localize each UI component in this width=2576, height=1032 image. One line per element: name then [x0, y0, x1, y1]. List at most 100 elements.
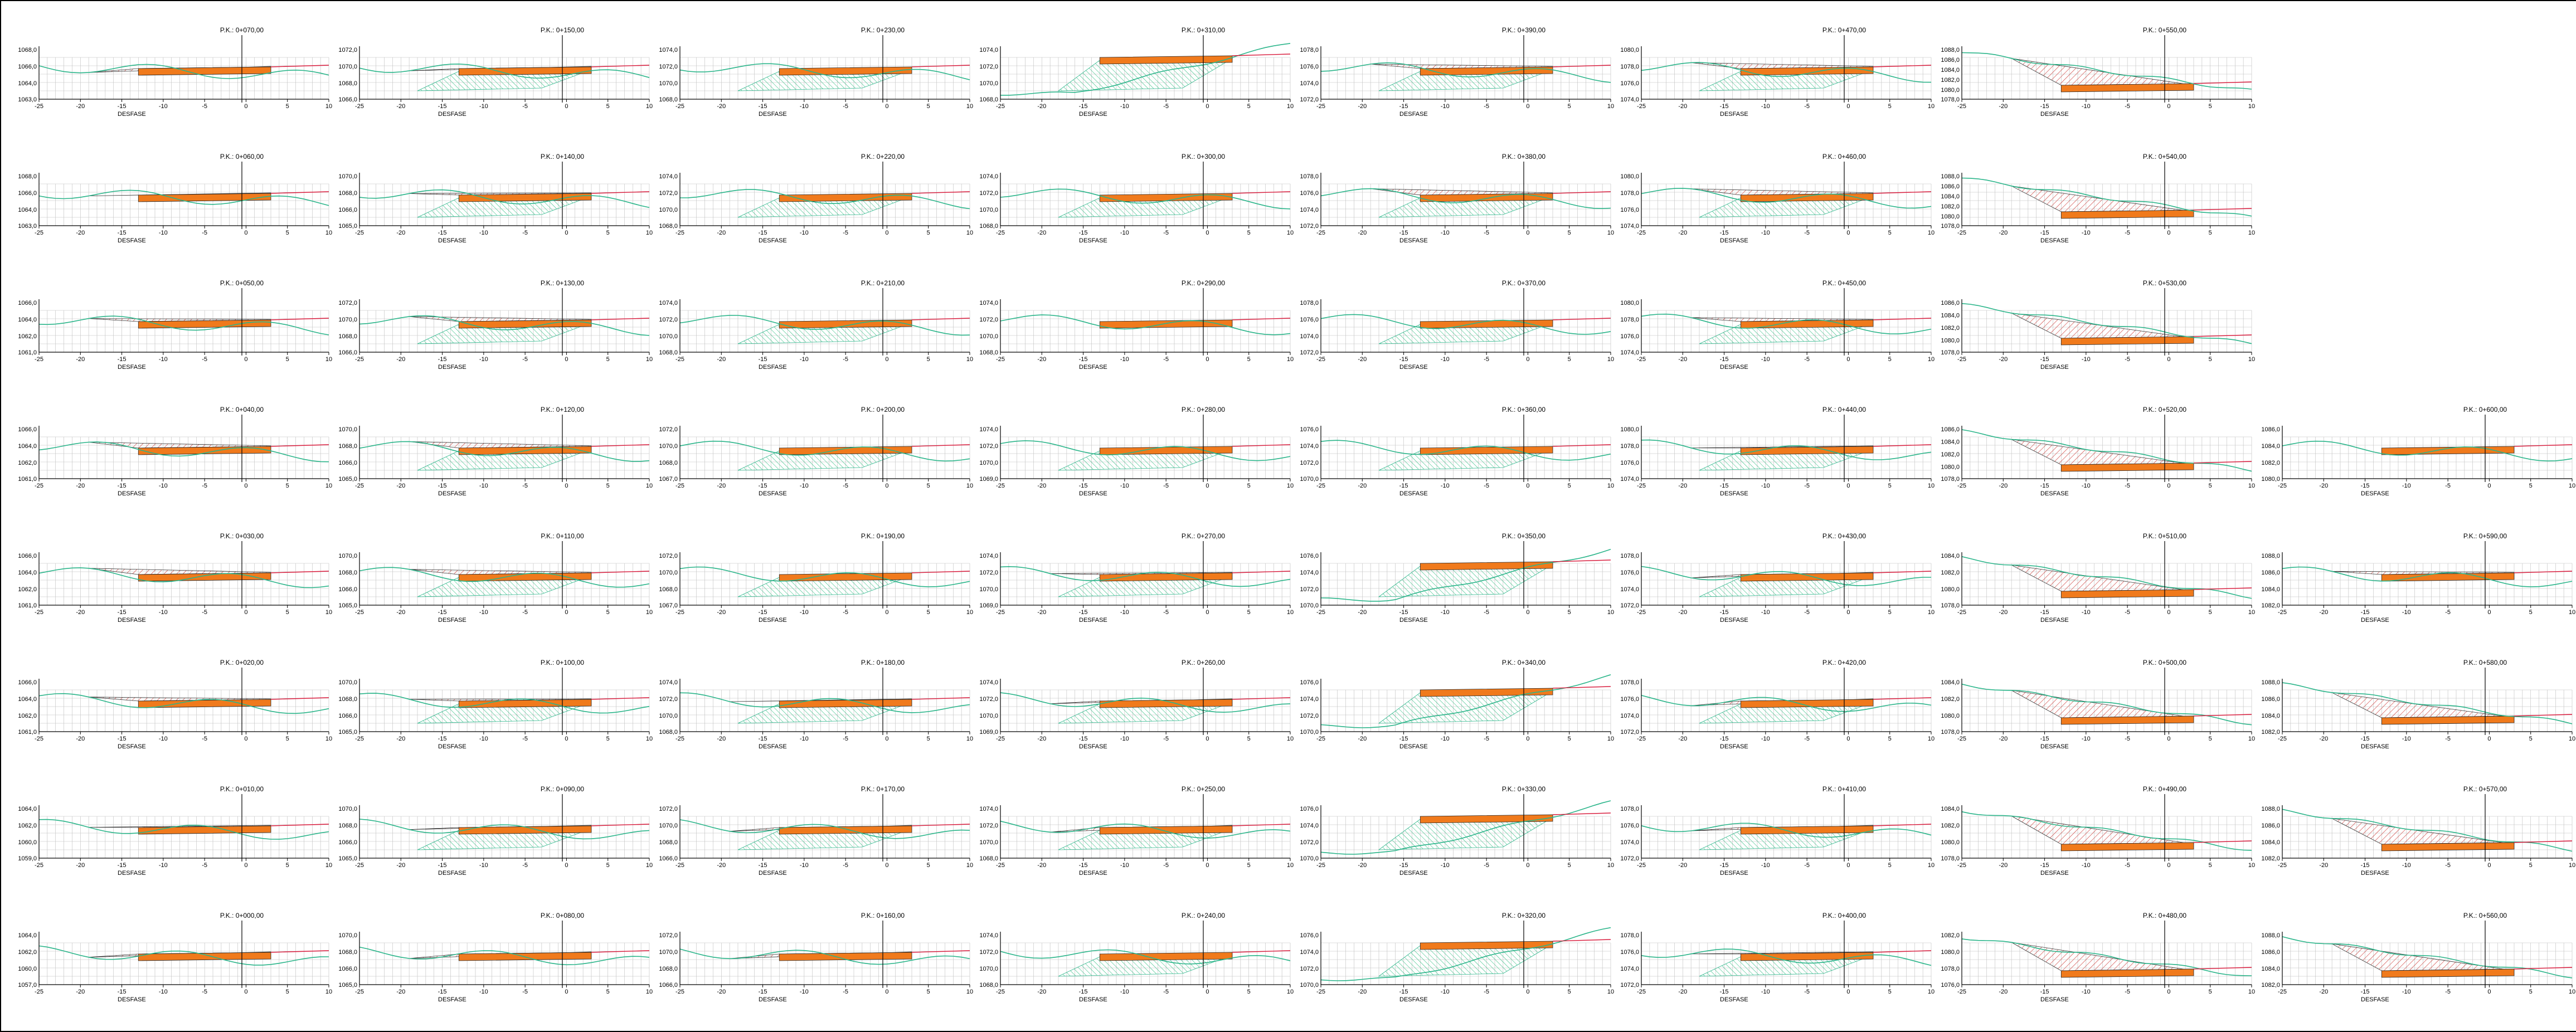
- elevation-tick-label: 1074,0: [659, 679, 678, 686]
- terrain-line: [679, 63, 970, 80]
- offset-tick-label: -20: [2319, 736, 2328, 742]
- offset-tick-label: 0: [565, 736, 568, 742]
- elevation-tick-label: 1068,0: [979, 982, 998, 989]
- offset-tick-label: -25: [355, 736, 364, 742]
- elevation-tick-label: 1070,0: [659, 569, 678, 576]
- elevation-tick-label: 1070,0: [979, 586, 998, 593]
- offset-tick-label: 0: [2167, 609, 2170, 616]
- offset-tick-label: -5: [843, 609, 848, 616]
- design-line: [1873, 571, 1932, 573]
- offset-tick-label: 0: [244, 103, 247, 110]
- offset-tick-label: 10: [1928, 483, 1935, 489]
- elevation-tick-label: 1068,0: [18, 173, 37, 180]
- offset-tick-label: -15: [759, 230, 767, 236]
- offset-tick-label: 10: [1607, 103, 1614, 110]
- station-label: P.K.: 0+280,00: [1182, 406, 1226, 413]
- elevation-tick-label: 1082,0: [1941, 451, 1960, 458]
- offset-tick-label: -25: [1637, 483, 1646, 489]
- elevation-tick-label: 1084,0: [2261, 966, 2280, 972]
- offset-axis-label: DESFASE: [1399, 111, 1428, 118]
- elevation-tick-label: 1080,0: [1941, 586, 1960, 593]
- elevation-tick-label: 1068,0: [659, 349, 678, 356]
- offset-axis-label: DESFASE: [118, 237, 146, 244]
- design-line: [270, 318, 329, 320]
- elevation-tick-label: 1066,0: [18, 64, 37, 70]
- offset-tick-label: -5: [202, 736, 207, 742]
- elevation-tick-label: 1080,0: [1941, 839, 1960, 846]
- pavement-layer: [2060, 336, 2194, 345]
- station-label: P.K.: 0+030,00: [220, 532, 264, 540]
- offset-tick-label: 5: [927, 989, 930, 995]
- elevation-tick-label: 1068,0: [18, 47, 37, 53]
- offset-tick-label: 10: [1287, 356, 1294, 363]
- offset-tick-label: -15: [759, 103, 767, 110]
- offset-tick-label: -25: [675, 230, 684, 236]
- elevation-tick-label: 1074,0: [979, 679, 998, 686]
- elevation-tick-label: 1070,0: [659, 822, 678, 829]
- elevation-tick-label: 1059,0: [18, 855, 37, 862]
- offset-tick-label: 10: [1607, 230, 1614, 236]
- elevation-tick-label: 1074,0: [979, 932, 998, 939]
- elevation-tick-label: 1064,0: [18, 932, 37, 939]
- offset-tick-label: -10: [1761, 483, 1770, 489]
- offset-tick-label: -5: [202, 609, 207, 616]
- pavement-layer: [1420, 561, 1553, 571]
- design-line: [911, 697, 970, 700]
- offset-tick-label: -15: [2040, 862, 2049, 869]
- offset-tick-label: 5: [286, 862, 289, 869]
- offset-tick-label: -15: [759, 736, 767, 742]
- offset-tick-label: 10: [1287, 989, 1294, 995]
- offset-tick-label: 5: [2529, 989, 2533, 995]
- elevation-tick-label: 1080,0: [1941, 338, 1960, 344]
- pavement-layer: [458, 699, 592, 708]
- station-label: P.K.: 0+060,00: [220, 153, 264, 160]
- offset-tick-label: 10: [1287, 230, 1294, 236]
- elevation-tick-label: 1074,0: [1300, 822, 1319, 829]
- elevation-tick-label: 1082,0: [1941, 932, 1960, 939]
- elevation-tick-label: 1070,0: [659, 713, 678, 719]
- elevation-tick-label: 1082,0: [1941, 203, 1960, 210]
- pavement-layer: [138, 572, 271, 582]
- offset-tick-label: 0: [1206, 736, 1209, 742]
- elevation-tick-label: 1078,0: [1941, 602, 1960, 609]
- offset-axis-label: DESFASE: [1079, 870, 1107, 877]
- offset-tick-label: 5: [2529, 736, 2533, 742]
- offset-tick-label: -15: [438, 483, 447, 489]
- offset-tick-label: -25: [1316, 103, 1325, 110]
- offset-tick-label: 0: [2167, 862, 2170, 869]
- station-label: P.K.: 0+550,00: [2143, 26, 2187, 34]
- offset-tick-label: -25: [996, 736, 1005, 742]
- offset-tick-label: -20: [2319, 862, 2328, 869]
- elevation-tick-label: 1074,0: [1300, 696, 1319, 703]
- design-line: [591, 950, 650, 953]
- cross-section: -25 -20 -15 -10 -5 0 5 10 DESFASE 1074,0 1072,0 107…: [979, 912, 1294, 1003]
- offset-tick-label: 5: [2209, 483, 2212, 489]
- offset-tick-label: -25: [1957, 736, 1966, 742]
- offset-tick-label: 10: [646, 989, 653, 995]
- offset-tick-label: -5: [2445, 862, 2451, 869]
- offset-tick-label: -10: [1761, 103, 1770, 110]
- offset-tick-label: -15: [1399, 356, 1408, 363]
- cross-section: -25 -20 -15 -10 -5 0 5 10 DESFASE 1070,0 1068,0 106…: [338, 659, 653, 750]
- offset-tick-label: 5: [286, 483, 289, 489]
- offset-axis-label: DESFASE: [1079, 617, 1107, 624]
- offset-tick-label: 0: [1846, 230, 1850, 236]
- offset-tick-label: -20: [1999, 230, 2008, 236]
- elevation-tick-label: 1074,0: [1620, 713, 1639, 719]
- design-line: [270, 950, 329, 953]
- cross-section: -25 -20 -15 -10 -5 0 5 10 DESFASE 1078,0 1076,0 107…: [1620, 785, 1935, 877]
- offset-tick-label: -20: [1358, 989, 1367, 995]
- offset-tick-label: 0: [244, 483, 247, 489]
- elevation-tick-label: 1072,0: [659, 64, 678, 70]
- elevation-tick-label: 1064,0: [18, 569, 37, 576]
- cross-section: -25 -20 -15 -10 -5 0 5 10 DESFASE 1078,0 1076,0 107…: [1300, 279, 1614, 371]
- offset-tick-label: -25: [1637, 862, 1646, 869]
- elevation-tick-label: 1082,0: [2261, 855, 2280, 862]
- offset-tick-label: -20: [396, 483, 405, 489]
- terrain-line: [1320, 314, 1611, 335]
- cross-section: -25 -20 -15 -10 -5 0 5 10 DESFASE 1082,0 1080,0 107…: [1941, 912, 2255, 1003]
- offset-tick-label: -25: [2278, 483, 2287, 489]
- offset-tick-label: -20: [1678, 103, 1687, 110]
- pavement-layer: [1420, 193, 1553, 202]
